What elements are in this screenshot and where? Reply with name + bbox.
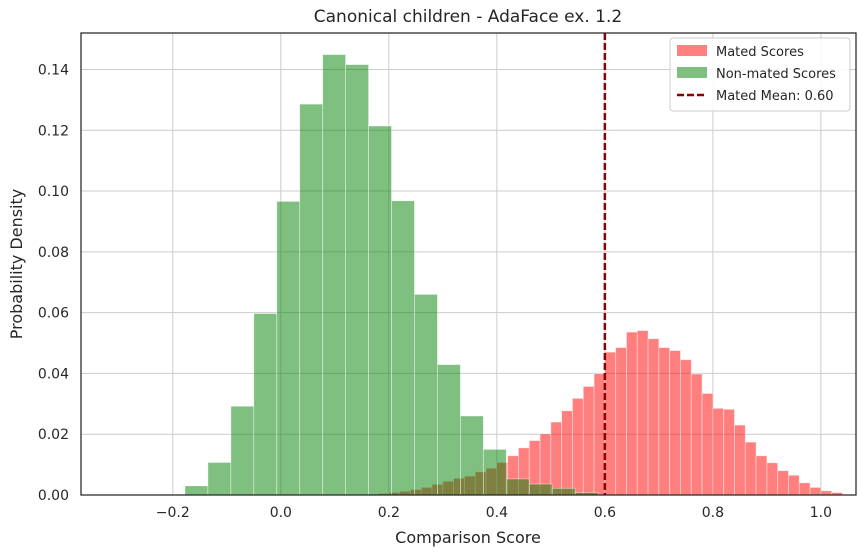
- y-tick-label: 0.14: [38, 62, 69, 78]
- histogram-bar: [459, 415, 484, 496]
- histogram-bar: [723, 408, 735, 496]
- histogram-bar: [701, 393, 714, 496]
- histogram-bar: [712, 407, 725, 496]
- x-axis-label: Comparison Score: [395, 528, 541, 547]
- histogram-bar: [593, 373, 606, 496]
- histogram-bar: [734, 424, 746, 496]
- histogram-bar: [414, 293, 438, 496]
- histogram-bar: [658, 347, 671, 496]
- legend-label-mated: Mated Scores: [716, 45, 804, 60]
- x-tick-label: 0.2: [378, 505, 400, 521]
- x-tick-label: 0.8: [702, 505, 724, 521]
- x-tick-label: 0.4: [486, 505, 508, 521]
- histogram-bar: [626, 331, 638, 496]
- histogram-bar: [798, 482, 811, 496]
- y-tick-label: 0.12: [38, 123, 69, 139]
- histogram-bar: [647, 338, 660, 496]
- x-tick-label: 0.0: [270, 505, 292, 521]
- legend-box: [669, 37, 851, 112]
- legend: Mated Scores Non-mated Scores Mated Mean…: [669, 37, 851, 112]
- histogram-bar: [582, 386, 595, 496]
- histogram-bar: [322, 54, 347, 496]
- histogram-bar: [437, 364, 461, 496]
- histogram-bar: [551, 487, 576, 496]
- y-tick-label: 0.08: [38, 245, 69, 261]
- histogram-bar: [766, 462, 779, 496]
- y-tick-label: 0.02: [38, 427, 69, 443]
- x-axis-ticks: −0.2 0.0 0.2 0.4 0.6 0.8 1.0: [156, 505, 832, 521]
- histogram-bar: [744, 441, 757, 496]
- histogram-bar: [615, 347, 627, 496]
- histogram-bar: [561, 410, 573, 496]
- y-axis-ticks: 0.00 0.02 0.04 0.06 0.08 0.10 0.12 0.14: [38, 62, 69, 504]
- y-tick-label: 0.10: [38, 184, 69, 200]
- histogram-bar: [680, 359, 692, 496]
- histogram-bar: [184, 485, 209, 496]
- histogram-bar: [345, 64, 369, 496]
- histogram-bar: [230, 405, 255, 496]
- histogram-bar: [788, 474, 800, 496]
- legend-swatch-non-mated: [677, 67, 707, 78]
- histogram-bar: [368, 125, 392, 496]
- histogram-bar: [604, 351, 617, 496]
- histogram-bar: [505, 478, 530, 496]
- histogram-bar: [482, 449, 507, 496]
- x-tick-label: 0.6: [594, 505, 616, 521]
- histogram-bar: [276, 200, 301, 496]
- histogram-bar: [820, 490, 833, 496]
- histogram-bar: [777, 470, 789, 496]
- plot-frame: [80, 32, 857, 496]
- y-tick-label: 0.06: [38, 306, 69, 322]
- y-axis-label: Probability Density: [7, 189, 26, 340]
- histogram-bar: [755, 455, 768, 496]
- histogram-bar: [809, 487, 822, 496]
- legend-swatch-mated: [677, 45, 707, 56]
- histogram-bar: [669, 350, 681, 496]
- legend-label-mated-mean: Mated Mean: 0.60: [716, 89, 834, 104]
- histogram-bar: [572, 397, 584, 496]
- chart-title: Canonical children - AdaFace ex. 1.2: [314, 7, 622, 27]
- histogram-bar: [207, 462, 232, 496]
- x-tick-label: 1.0: [810, 505, 832, 521]
- histogram-bar: [253, 313, 278, 496]
- histogram-bar: [690, 373, 703, 496]
- histogram-bar: [636, 330, 649, 496]
- histogram-bar: [299, 103, 324, 496]
- x-tick-label: −0.2: [156, 505, 190, 521]
- y-tick-label: 0.00: [38, 488, 69, 504]
- histogram-bar: [528, 483, 553, 496]
- y-tick-label: 0.04: [38, 366, 69, 382]
- legend-label-non-mated: Non-mated Scores: [716, 67, 836, 82]
- histogram-bar: [391, 200, 415, 496]
